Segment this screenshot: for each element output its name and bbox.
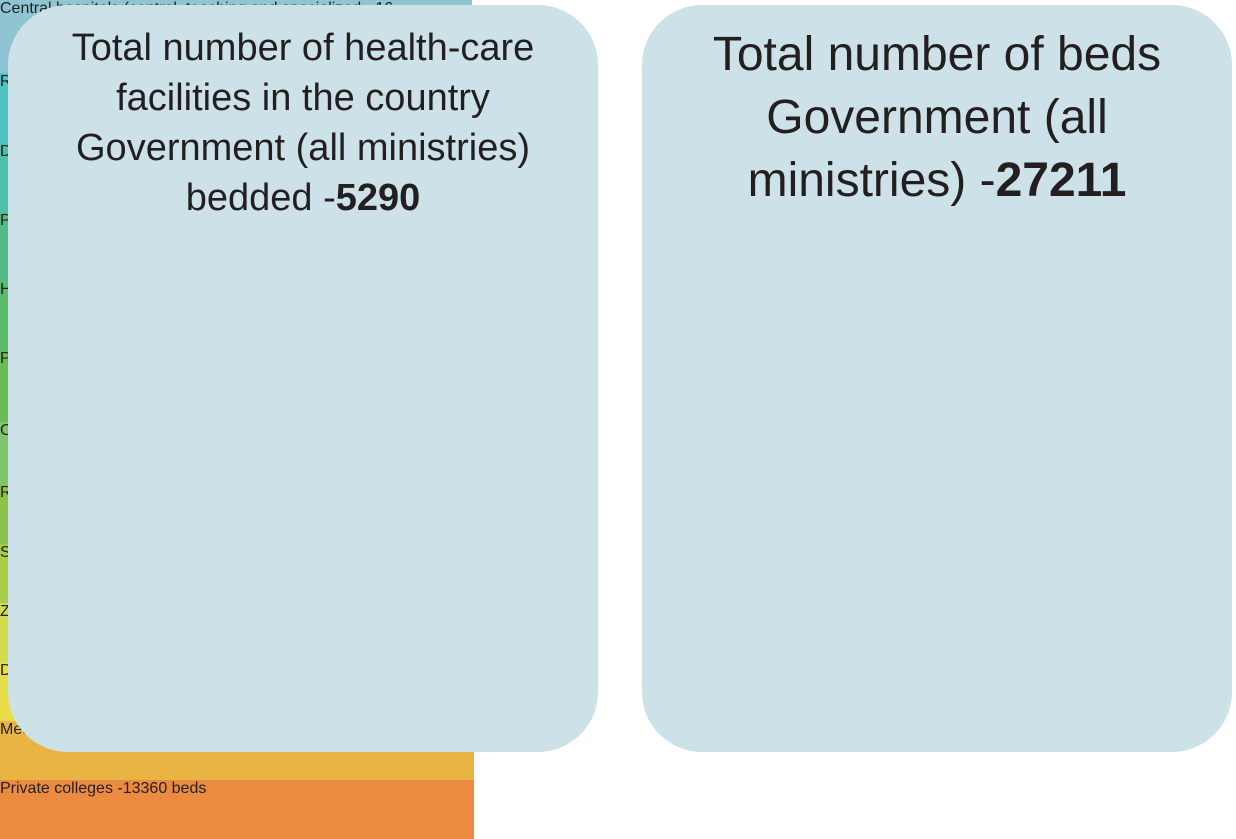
- title-text: Government (all ministries): [76, 127, 530, 169]
- facilities-panel: Total number of health-care facilities in…: [8, 5, 598, 752]
- beds-title: Total number of beds Government (all minis…: [642, 23, 1232, 212]
- title-line: facilities in the country: [8, 73, 598, 123]
- title-text: bedded -: [185, 177, 336, 219]
- title-line: Total number of health-care: [8, 23, 598, 73]
- title-value: 27211: [995, 154, 1127, 207]
- title-line: ministries) -27211: [642, 149, 1232, 212]
- title-line: bedded -5290: [8, 173, 598, 223]
- title-line: Total number of beds: [642, 23, 1232, 86]
- beds-box: Private colleges -13360 beds: [0, 780, 474, 839]
- beds-panel: Total number of beds Government (all minis…: [642, 5, 1232, 752]
- title-line: Government (all: [642, 86, 1232, 149]
- title-text: ministries) -: [747, 154, 996, 207]
- title-text: facilities in the country: [116, 77, 490, 119]
- title-text: Total number of beds: [712, 28, 1162, 81]
- title-value: 5290: [335, 177, 421, 219]
- title-line: Government (all ministries): [8, 123, 598, 173]
- facilities-title: Total number of health-care facilities in…: [8, 23, 598, 223]
- title-text: Government (all: [766, 91, 1108, 144]
- title-text: Total number of health-care: [71, 27, 535, 69]
